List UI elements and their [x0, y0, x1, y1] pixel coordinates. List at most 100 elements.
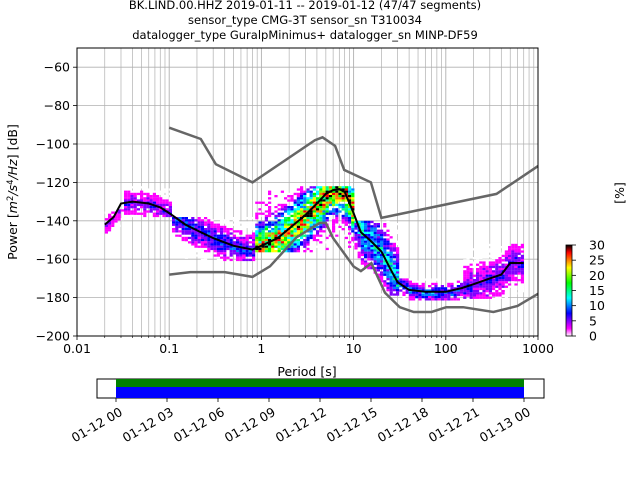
histogram-cell: [325, 241, 329, 244]
histogram-cell: [482, 254, 486, 258]
histogram-cell: [364, 284, 368, 287]
histogram-cell: [248, 234, 252, 237]
histogram-cell: [376, 273, 380, 276]
histogram-cell: [312, 199, 316, 202]
histogram-cell: [520, 283, 524, 286]
histogram-cell: [501, 246, 505, 249]
histogram-cell: [303, 210, 307, 213]
histogram-cell: [328, 234, 332, 237]
histogram-cell: [232, 230, 236, 233]
histogram-cell: [229, 245, 233, 248]
histogram-cell: [479, 296, 483, 299]
histogram-cell: [428, 282, 432, 286]
histogram-cell: [239, 243, 243, 246]
histogram-cell: [223, 245, 227, 248]
histogram-cell: [396, 249, 400, 252]
histogram-cell: [338, 228, 342, 231]
histogram-cell: [156, 203, 160, 207]
histogram-cell: [210, 219, 214, 222]
histogram-cell: [290, 195, 294, 198]
histogram-cell: [322, 214, 326, 218]
histogram-cell: [124, 190, 128, 193]
histogram-cell: [319, 212, 323, 215]
histogram-cell: [284, 236, 288, 240]
histogram-cell: [242, 236, 246, 240]
histogram-cell: [476, 285, 480, 288]
coverage-tick-label: 01-12 21: [426, 404, 482, 445]
histogram-cell: [482, 294, 486, 297]
histogram-cell: [316, 232, 320, 235]
histogram-cell: [277, 208, 281, 211]
histogram-cell: [108, 222, 112, 225]
histogram-cell: [466, 283, 470, 286]
histogram-cell: [335, 186, 339, 189]
histogram-cell: [165, 203, 169, 207]
histogram-cell: [274, 221, 278, 224]
histogram-cell: [290, 230, 294, 233]
histogram-cell: [146, 192, 150, 196]
histogram-cell: [280, 190, 284, 193]
histogram-cell: [159, 203, 163, 207]
histogram-cell: [341, 197, 345, 200]
histogram-cell: [194, 232, 198, 235]
histogram-cell: [488, 270, 492, 273]
histogram-cell: [364, 245, 368, 248]
histogram-cell: [479, 268, 483, 271]
histogram-cell: [364, 229, 368, 232]
histogram-cell: [370, 220, 374, 224]
histogram-cell: [258, 223, 262, 226]
histogram-cell: [300, 206, 304, 209]
histogram-cell: [386, 234, 390, 237]
histogram-cell: [274, 250, 278, 253]
histogram-cell: [367, 225, 371, 228]
histogram-cell: [348, 219, 352, 222]
histogram-cell: [511, 254, 515, 258]
histogram-cell: [501, 268, 505, 271]
histogram-cell: [188, 223, 192, 226]
histogram-cell: [517, 246, 521, 249]
histogram-cell: [239, 221, 243, 224]
histogram-cell: [239, 256, 243, 259]
histogram-cell: [447, 291, 451, 294]
histogram-cell: [386, 286, 390, 290]
histogram-cell: [341, 192, 345, 196]
histogram-cell: [380, 245, 384, 248]
low-noise-model-line: [169, 221, 539, 314]
histogram-cell: [344, 234, 348, 237]
histogram-cell: [504, 248, 508, 251]
histogram-cell: [287, 223, 291, 226]
histogram-cell: [287, 192, 291, 196]
histogram-cell: [226, 245, 230, 248]
histogram-cell: [520, 243, 524, 247]
histogram-cell: [181, 239, 185, 242]
histogram-cell: [476, 287, 480, 291]
histogram-cell: [261, 225, 265, 229]
histogram-cell: [306, 214, 310, 218]
histogram-cell: [380, 293, 384, 296]
histogram-cell: [207, 245, 211, 248]
histogram-cell: [104, 211, 108, 214]
histogram-cell: [188, 219, 192, 222]
histogram-cell: [434, 278, 438, 281]
histogram-cell: [261, 236, 265, 240]
histogram-cell: [511, 246, 515, 249]
histogram-cell: [479, 276, 483, 280]
histogram-cell: [338, 225, 342, 229]
histogram-cell: [306, 197, 310, 200]
histogram-cell: [319, 192, 323, 196]
histogram-cell: [460, 293, 464, 297]
histogram-cell: [447, 296, 451, 299]
histogram-cell: [367, 280, 371, 283]
histogram-cell: [370, 229, 374, 232]
histogram-cell: [380, 256, 384, 259]
histogram-cell: [255, 243, 259, 246]
histogram-cell: [447, 282, 451, 286]
histogram-cell: [316, 192, 320, 196]
histogram-cell: [376, 238, 380, 241]
histogram-cell: [402, 287, 406, 290]
histogram-cell: [136, 208, 140, 211]
histogram-cell: [402, 291, 406, 294]
histogram-cell: [514, 268, 518, 271]
histogram-cell: [389, 275, 393, 279]
